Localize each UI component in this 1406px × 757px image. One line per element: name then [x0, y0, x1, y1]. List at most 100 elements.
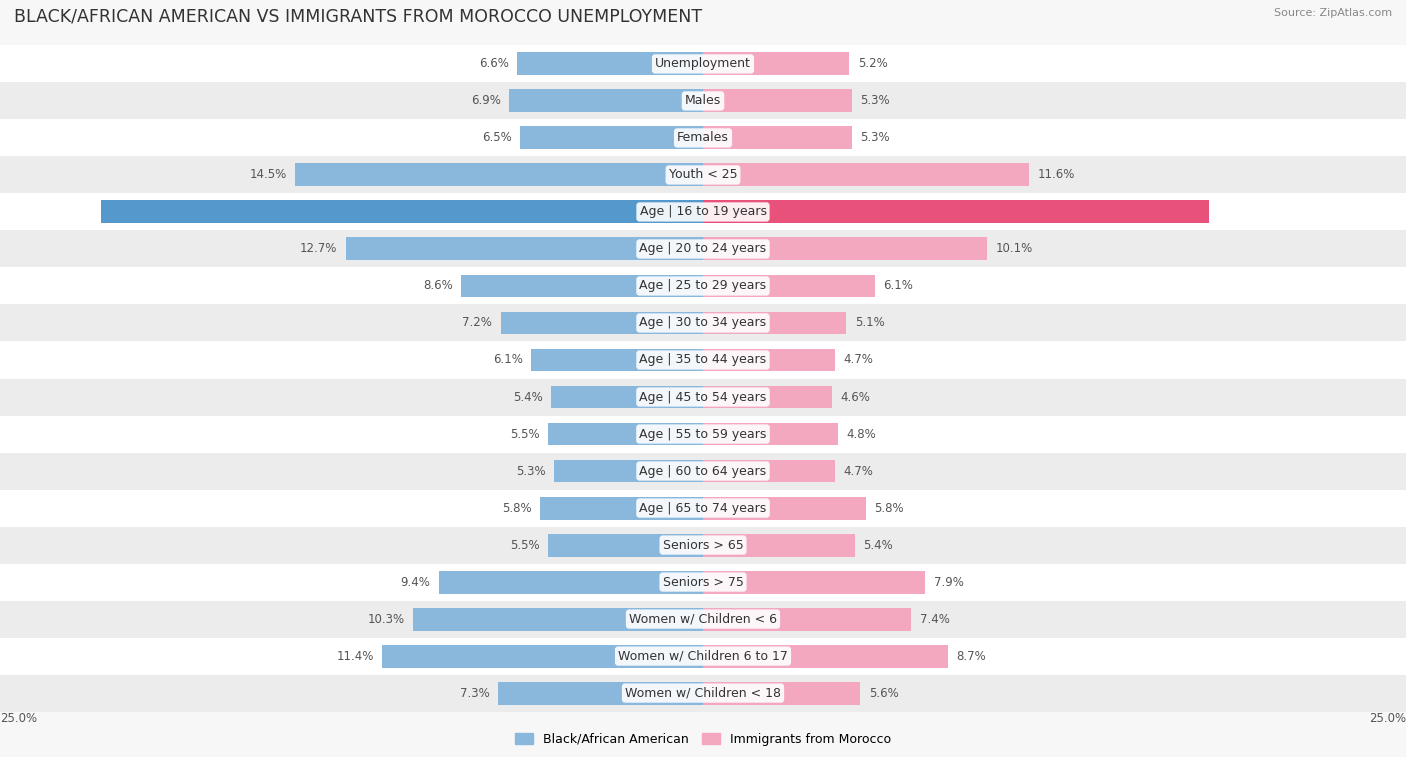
Text: Age | 20 to 24 years: Age | 20 to 24 years — [640, 242, 766, 255]
Bar — [0, 45, 1406, 83]
Text: 25.0%: 25.0% — [0, 712, 37, 725]
Text: 5.8%: 5.8% — [502, 502, 531, 515]
Text: Women w/ Children < 6: Women w/ Children < 6 — [628, 612, 778, 625]
Bar — [101, 201, 703, 223]
Bar — [703, 534, 855, 556]
Text: Youth < 25: Youth < 25 — [669, 169, 737, 182]
Bar — [0, 304, 1406, 341]
Bar — [498, 681, 703, 705]
Text: 9.4%: 9.4% — [401, 575, 430, 588]
Bar — [703, 348, 835, 372]
Text: 5.6%: 5.6% — [869, 687, 898, 699]
Text: 4.8%: 4.8% — [846, 428, 876, 441]
Text: 14.5%: 14.5% — [250, 169, 287, 182]
Text: 5.8%: 5.8% — [875, 502, 904, 515]
Text: Seniors > 65: Seniors > 65 — [662, 538, 744, 552]
Text: 6.9%: 6.9% — [471, 95, 501, 107]
Bar — [0, 157, 1406, 194]
Bar — [540, 497, 703, 519]
Bar — [0, 490, 1406, 527]
Text: Age | 65 to 74 years: Age | 65 to 74 years — [640, 502, 766, 515]
Text: Age | 55 to 59 years: Age | 55 to 59 years — [640, 428, 766, 441]
Text: Women w/ Children 6 to 17: Women w/ Children 6 to 17 — [619, 650, 787, 662]
Bar — [703, 52, 849, 76]
Text: 4.7%: 4.7% — [844, 465, 873, 478]
Bar — [0, 637, 1406, 674]
Text: 4.7%: 4.7% — [844, 354, 873, 366]
Text: 6.6%: 6.6% — [479, 58, 509, 70]
Text: 10.3%: 10.3% — [368, 612, 405, 625]
Bar — [501, 312, 703, 335]
Text: 12.7%: 12.7% — [299, 242, 337, 255]
Text: 5.3%: 5.3% — [860, 132, 890, 145]
Text: 18.0%: 18.0% — [1357, 205, 1398, 219]
Bar — [0, 563, 1406, 600]
Bar — [703, 422, 838, 445]
Text: 11.4%: 11.4% — [336, 650, 374, 662]
Text: 11.6%: 11.6% — [1038, 169, 1076, 182]
Text: Source: ZipAtlas.com: Source: ZipAtlas.com — [1274, 8, 1392, 17]
Bar — [295, 164, 703, 186]
Bar — [531, 348, 703, 372]
Text: Age | 60 to 64 years: Age | 60 to 64 years — [640, 465, 766, 478]
Text: BLACK/AFRICAN AMERICAN VS IMMIGRANTS FROM MOROCCO UNEMPLOYMENT: BLACK/AFRICAN AMERICAN VS IMMIGRANTS FRO… — [14, 8, 702, 26]
Bar — [703, 201, 1209, 223]
Text: 7.9%: 7.9% — [934, 575, 963, 588]
Text: 8.6%: 8.6% — [423, 279, 453, 292]
Bar — [551, 385, 703, 409]
Bar — [509, 89, 703, 112]
Bar — [703, 385, 832, 409]
Text: 7.4%: 7.4% — [920, 612, 949, 625]
Legend: Black/African American, Immigrants from Morocco: Black/African American, Immigrants from … — [509, 727, 897, 751]
Bar — [346, 238, 703, 260]
Text: 7.3%: 7.3% — [460, 687, 489, 699]
Text: 6.1%: 6.1% — [883, 279, 912, 292]
Bar — [0, 674, 1406, 712]
Bar — [382, 645, 703, 668]
Text: 6.1%: 6.1% — [494, 354, 523, 366]
Bar — [0, 453, 1406, 490]
Text: 8.7%: 8.7% — [956, 650, 986, 662]
Text: 5.1%: 5.1% — [855, 316, 884, 329]
Bar — [703, 571, 925, 593]
Text: Age | 30 to 34 years: Age | 30 to 34 years — [640, 316, 766, 329]
Bar — [703, 497, 866, 519]
Text: 5.4%: 5.4% — [513, 391, 543, 403]
Text: Seniors > 75: Seniors > 75 — [662, 575, 744, 588]
Text: 5.2%: 5.2% — [858, 58, 887, 70]
Text: Age | 16 to 19 years: Age | 16 to 19 years — [640, 205, 766, 219]
Bar — [548, 534, 703, 556]
Bar — [0, 341, 1406, 378]
Bar — [548, 422, 703, 445]
Text: 5.3%: 5.3% — [860, 95, 890, 107]
Text: Women w/ Children < 18: Women w/ Children < 18 — [626, 687, 780, 699]
Text: 5.3%: 5.3% — [516, 465, 546, 478]
Text: Age | 35 to 44 years: Age | 35 to 44 years — [640, 354, 766, 366]
Bar — [703, 126, 852, 149]
Bar — [0, 194, 1406, 230]
Bar — [0, 378, 1406, 416]
Bar — [0, 416, 1406, 453]
Bar — [0, 600, 1406, 637]
Bar — [554, 459, 703, 482]
Text: 10.1%: 10.1% — [995, 242, 1032, 255]
Bar — [413, 608, 703, 631]
Bar — [461, 275, 703, 298]
Bar — [0, 83, 1406, 120]
Text: 5.4%: 5.4% — [863, 538, 893, 552]
Text: 5.5%: 5.5% — [510, 538, 540, 552]
Bar — [703, 238, 987, 260]
Bar — [703, 608, 911, 631]
Text: Males: Males — [685, 95, 721, 107]
Bar — [0, 527, 1406, 563]
Bar — [703, 645, 948, 668]
Bar — [703, 164, 1029, 186]
Text: 5.5%: 5.5% — [510, 428, 540, 441]
Text: 6.5%: 6.5% — [482, 132, 512, 145]
Bar — [703, 275, 875, 298]
Bar — [517, 52, 703, 76]
Bar — [703, 89, 852, 112]
Text: Age | 25 to 29 years: Age | 25 to 29 years — [640, 279, 766, 292]
Bar — [703, 312, 846, 335]
Bar — [439, 571, 703, 593]
